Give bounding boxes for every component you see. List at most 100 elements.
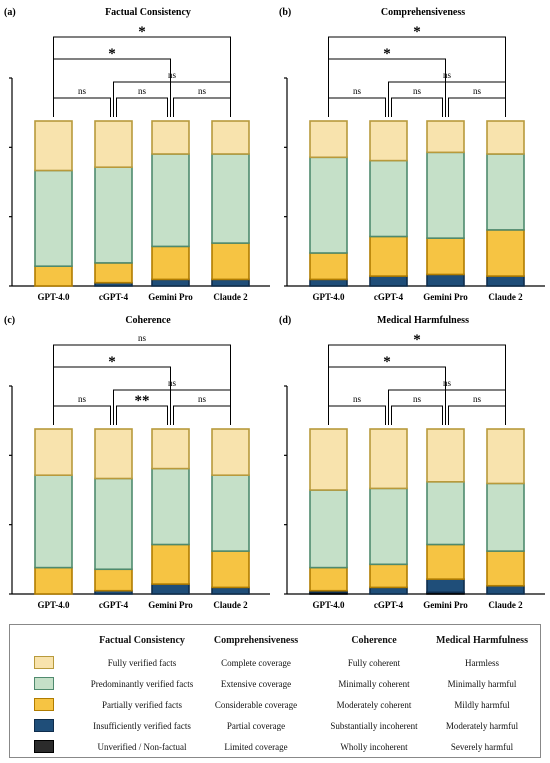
bar-segment-gemini-pro-level-4: [151, 278, 190, 287]
significance-label: ns: [198, 394, 207, 404]
bar-segment-claude-2-level-4: [211, 586, 250, 595]
legend-label: Limited coverage: [224, 742, 288, 752]
bar-segment-gemini-pro-level-4: [151, 583, 190, 595]
bar-segment-gemini-pro-level-2: [426, 151, 465, 239]
significance-label: *: [383, 46, 391, 62]
significance-label: ns: [168, 70, 177, 80]
bar-segment-claude-2-level-3: [211, 550, 250, 589]
significance-bracket: [53, 366, 171, 425]
x-tick-label: cGPT-4: [374, 600, 404, 610]
bar-segment-cgpt-4-level-1: [94, 428, 133, 480]
bar-segment-cgpt-4-level-2: [369, 159, 408, 238]
x-tick-label: cGPT-4: [374, 292, 404, 302]
x-tick-label: Gemini Pro: [423, 292, 468, 302]
bar-segment-claude-2-level-2: [211, 474, 250, 552]
significance-bracket: [388, 81, 506, 117]
legend-label: Mildly harmful: [454, 700, 510, 710]
legend-swatch-level-5: [34, 740, 54, 753]
x-tick-label: Claude 2: [488, 292, 523, 302]
bar-segment-gpt-4-0-level-1: [34, 120, 73, 172]
significance-bracket: [448, 405, 506, 425]
bar-segment-gemini-pro-level-2: [151, 153, 190, 248]
figure: (a) Factual Consistency GPT-4.0 cGPT-4 Gemin…: [4, 7, 545, 610]
legend-header-comprehensiveness: Comprehensiveness: [213, 635, 299, 646]
bar-segment-gemini-pro-level-3: [151, 543, 190, 585]
significance-bracket: [116, 405, 168, 425]
bar-segment-gemini-pro-level-1: [426, 120, 465, 154]
significance-bracket: [328, 405, 386, 425]
significance-bracket: [113, 81, 231, 117]
significance-label: ns: [78, 394, 87, 404]
significance-label: ns: [138, 86, 147, 96]
legend-label: Minimally coherent: [338, 679, 410, 689]
significance-label: ns: [443, 70, 452, 80]
significance-bracket: [388, 389, 506, 425]
significance-bracket: [53, 405, 111, 425]
bar-segment-gemini-pro-level-4: [426, 578, 465, 594]
x-tick-label: Claude 2: [213, 600, 248, 610]
significance-bracket: [391, 405, 443, 425]
significance-label: ns: [443, 378, 452, 388]
bar-segment-claude-2-level-3: [211, 242, 250, 281]
bar-segment-gemini-pro-level-4: [426, 273, 465, 287]
chart-title: Coherence: [125, 315, 171, 326]
significance-bracket: [328, 366, 446, 425]
bar-segment-claude-2-level-4: [486, 584, 525, 595]
significance-label: *: [138, 24, 146, 40]
panel-label: (b): [279, 7, 291, 18]
significance-bracket: [53, 344, 231, 425]
legend-label: Insufficiently verified facts: [93, 721, 191, 731]
x-tick-label: GPT-4.0: [313, 292, 345, 302]
bar-segment-claude-2-level-2: [486, 482, 525, 552]
x-tick-label: Gemini Pro: [423, 600, 468, 610]
legend-label: Wholly incoherent: [340, 742, 408, 752]
legend-label: Severely harmful: [450, 742, 514, 752]
bar-segment-claude-2-level-3: [486, 229, 525, 277]
significance-label: *: [413, 332, 421, 348]
bar-segment-gpt-4-0-level-3: [309, 566, 348, 592]
panel-label: (d): [279, 315, 291, 326]
x-tick-label: cGPT-4: [99, 292, 129, 302]
legend-label: Fully coherent: [347, 658, 401, 668]
legend-label: Unverified / Non-factual: [97, 742, 187, 752]
significance-label: ns: [353, 394, 362, 404]
bar-segment-gpt-4-0-level-3: [34, 566, 73, 595]
x-tick-label: GPT-4.0: [38, 292, 70, 302]
x-tick-label: Claude 2: [488, 600, 523, 610]
bar-segment-gemini-pro-level-3: [426, 543, 465, 580]
legend-label: Fully verified facts: [107, 658, 177, 668]
legend-label: Harmless: [465, 658, 499, 668]
panel-label: (a): [4, 7, 16, 18]
bar-segment-cgpt-4-level-4: [369, 586, 408, 595]
legend-header-medical-harmfulness: Medical Harmfulness: [436, 635, 528, 646]
bar-segment-cgpt-4-level-3: [369, 235, 408, 277]
bar-segment-gpt-4-0-level-2: [309, 156, 348, 254]
significance-bracket: [53, 36, 231, 117]
bar-segment-gpt-4-0-level-1: [34, 428, 73, 477]
bar-segment-gpt-4-0-level-1: [309, 428, 348, 491]
bar-segment-claude-2-level-4: [486, 275, 525, 287]
legend: Factual Consistency Comprehensiveness Co…: [9, 624, 541, 758]
significance-bracket: [116, 97, 168, 117]
significance-bracket: [53, 97, 111, 117]
significance-bracket: [448, 97, 506, 117]
bar-segment-gemini-pro-level-2: [151, 467, 190, 546]
legend-label: Considerable coverage: [214, 700, 298, 710]
x-tick-label: cGPT-4: [99, 600, 129, 610]
bar-segment-claude-2-level-2: [486, 153, 525, 231]
significance-label: ns: [353, 86, 362, 96]
significance-label: *: [413, 24, 421, 40]
significance-label: ns: [198, 86, 207, 96]
bar-segment-gemini-pro-level-3: [151, 245, 190, 281]
legend-swatch-level-3: [34, 698, 54, 711]
bar-segment-gpt-4-0-level-3: [34, 265, 73, 287]
legend-label: Extensive coverage: [220, 679, 292, 689]
legend-swatch-level-2: [34, 677, 54, 690]
legend-swatch-level-4: [34, 719, 54, 732]
significance-bracket: [328, 344, 506, 425]
legend-label: Minimally harmful: [447, 679, 517, 689]
chart-title: Comprehensiveness: [381, 7, 465, 18]
significance-label: ns: [413, 86, 422, 96]
significance-bracket: [391, 97, 443, 117]
significance-bracket: [113, 389, 231, 425]
